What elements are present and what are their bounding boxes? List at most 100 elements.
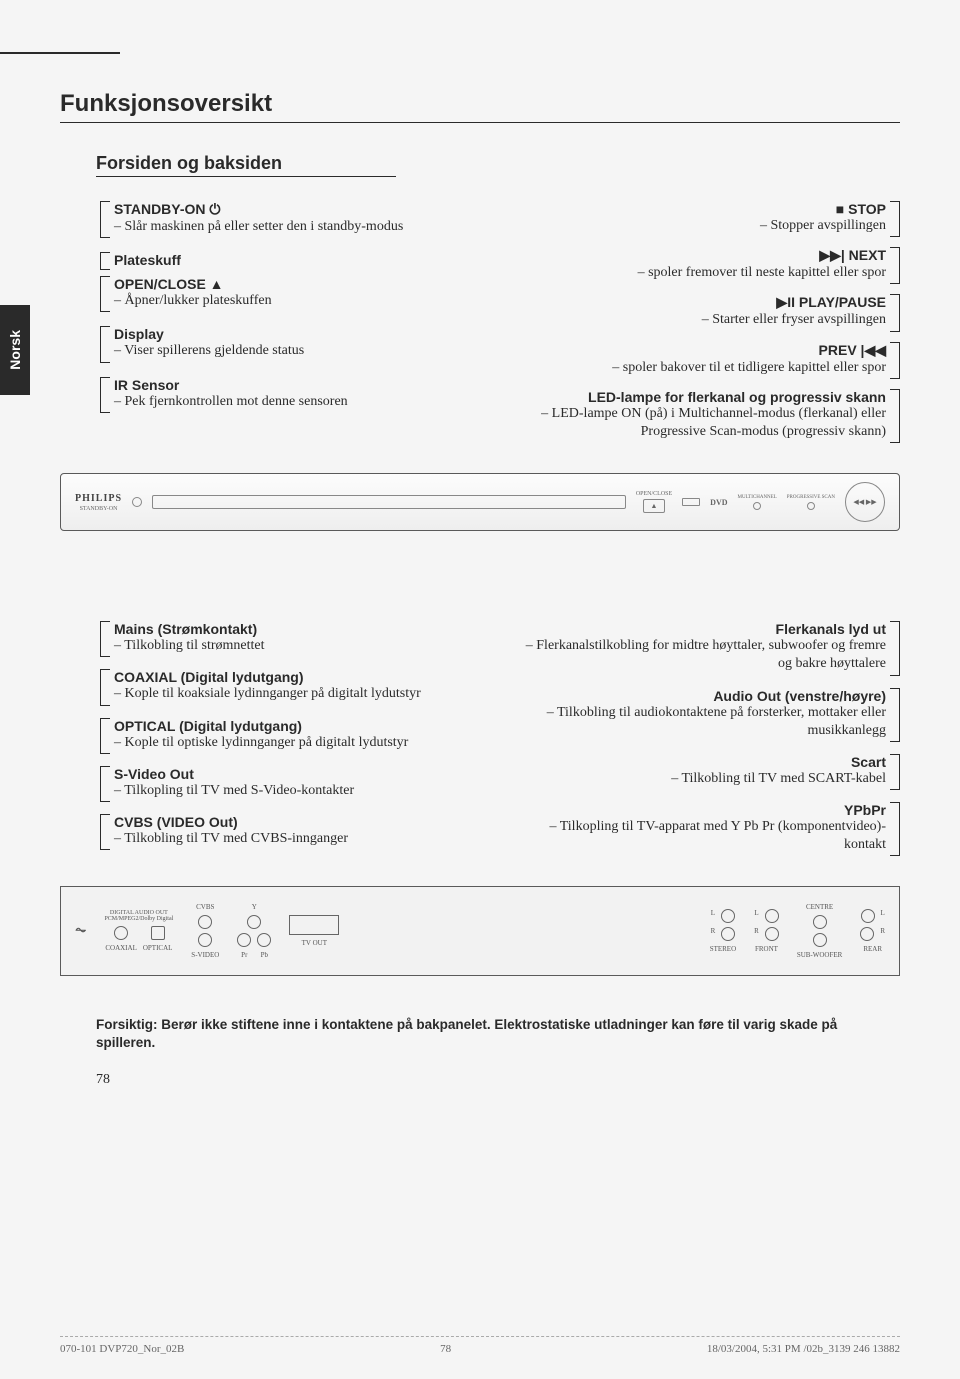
item-title: ▶II PLAY/PAUSE: [520, 294, 886, 311]
item-title: LED-lampe for flerkanal og progressiv sk…: [520, 389, 886, 405]
open-close-label: OPEN/CLOSE: [636, 491, 672, 497]
rear-right-col: Flerkanals lyd ut Flerkanalstilkobling f…: [520, 621, 900, 856]
dvd-label: DVD: [710, 498, 727, 507]
sub-label: SUB-WOOFER: [797, 951, 843, 959]
item-title: Display: [114, 326, 480, 342]
front-label: FRONT: [755, 945, 778, 953]
front-right-item-4: LED-lampe for flerkanal og progressiv sk…: [520, 389, 886, 443]
r-label: R: [711, 927, 716, 941]
front-left-item-0: STANDBY-ON ⏻ Slår maskinen på eller sett…: [114, 201, 480, 238]
item-desc: Pek fjernkontrollen mot denne sensoren: [114, 393, 480, 411]
rear-panel-columns: Mains (Strømkontakt) Tilkobling til strø…: [60, 621, 900, 856]
rear-speaker-label: REAR: [863, 945, 882, 953]
front-panel-columns: STANDBY-ON ⏻ Slår maskinen på eller sett…: [60, 201, 900, 443]
pr-label: Pr: [241, 951, 247, 959]
front-right-item-1: ▶▶| NEXT spoler fremover til neste kapit…: [520, 247, 886, 284]
coaxial-label: COAXIAL: [105, 944, 137, 952]
item-desc: Starter eller fryser avspillingen: [520, 311, 886, 329]
optical-label: OPTICAL: [143, 944, 173, 952]
item-title: PREV |◀◀: [520, 342, 886, 359]
rear-device-diagram: ⏦ DIGITAL AUDIO OUT PCM/MPEG2/Dolby Digi…: [60, 886, 900, 976]
tvout-label: TV OUT: [302, 939, 327, 947]
rear-left-item-0: Mains (Strømkontakt) Tilkobling til strø…: [114, 621, 480, 657]
front-left-item-1: Plateskuff: [114, 252, 480, 270]
rear-left-col: Mains (Strømkontakt) Tilkobling til strø…: [100, 621, 480, 856]
item-desc: Kople til optiske lydinnganger på digita…: [114, 734, 480, 752]
item-title: OPEN/CLOSE ▲: [114, 276, 480, 292]
title-rule: [60, 122, 900, 123]
open-close-button: ▲: [643, 499, 665, 513]
item-desc: Slår maskinen på eller setter den i stan…: [114, 218, 480, 236]
item-title: YPbPr: [520, 802, 886, 818]
front-left-item-4: IR Sensor Pek fjernkontrollen mot denne …: [114, 377, 480, 413]
item-desc: Tilkopling til TV-apparat med Y Pb Pr (k…: [520, 818, 886, 854]
footer-left: 070-101 DVP720_Nor_02B: [60, 1343, 184, 1355]
page-title: Funksjonsoversikt: [60, 90, 900, 118]
svideo-label: S-VIDEO: [191, 951, 219, 959]
footer-mid: 78: [440, 1343, 451, 1355]
front-right-item-2: ▶II PLAY/PAUSE Starter eller fryser avsp…: [520, 294, 886, 331]
cvbs-label: CVBS: [196, 903, 214, 911]
item-title: Plateskuff: [114, 252, 480, 268]
jog-wheel: ◀◀ ▶▶: [845, 482, 885, 522]
caution-text: Forsiktig: Berør ikke stiftene inne i ko…: [96, 1016, 864, 1051]
front-right-item-3: PREV |◀◀ spoler bakover til et tidligere…: [520, 342, 886, 379]
front-device-diagram: PHILIPS STANDBY-ON OPEN/CLOSE ▲ DVD MULT…: [60, 473, 900, 531]
front-left-item-3: Display Viser spillerens gjeldende statu…: [114, 326, 480, 362]
item-title: Audio Out (venstre/høyre): [520, 688, 886, 704]
item-title: ■ STOP: [520, 201, 886, 217]
page-number: 78: [96, 1072, 900, 1088]
item-title: Flerkanals lyd ut: [520, 621, 886, 637]
y-label: Y: [252, 903, 257, 911]
rear-left-item-3: S-Video Out Tilkopling til TV med S-Vide…: [114, 766, 480, 802]
front-left-item-2: OPEN/CLOSE ▲ Åpner/lukker plateskuffen: [114, 276, 480, 312]
item-title: COAXIAL (Digital lydutgang): [114, 669, 480, 685]
item-title: ▶▶| NEXT: [520, 247, 886, 264]
item-desc: Viser spillerens gjeldende status: [114, 342, 480, 360]
l-label: L: [711, 909, 715, 923]
rear-right-item-1: Audio Out (venstre/høyre) Tilkobling til…: [520, 688, 886, 742]
item-desc: Tilkobling til TV med SCART-kabel: [520, 770, 886, 788]
pb-label: Pb: [261, 951, 268, 959]
footer: 070-101 DVP720_Nor_02B 78 18/03/2004, 5:…: [60, 1336, 900, 1355]
front-right-item-0: ■ STOP Stopper avspillingen: [520, 201, 886, 237]
front-right-col: ■ STOP Stopper avspillingen ▶▶| NEXT spo…: [520, 201, 900, 443]
subtitle-rule: [96, 176, 396, 177]
multichannel-label: MULTICHANNEL: [738, 495, 777, 500]
item-title: Mains (Strømkontakt): [114, 621, 480, 637]
display-panel: [682, 498, 700, 506]
rear-right-item-3: YPbPr Tilkopling til TV-apparat med Y Pb…: [520, 802, 886, 856]
progscan-label: PROGRESSIVE SCAN: [787, 495, 835, 500]
footer-right: 18/03/2004, 5:31 PM /02b_3139 246 13882: [707, 1343, 900, 1355]
standby-label: STANDBY-ON: [80, 506, 118, 512]
centre-label: CENTRE: [806, 903, 833, 911]
rear-right-item-2: Scart Tilkobling til TV med SCART-kabel: [520, 754, 886, 790]
item-desc: Stopper avspillingen: [520, 217, 886, 235]
pcm-label: PCM/MPEG2/Dolby Digital: [104, 916, 173, 922]
item-desc: Kople til koaksiale lydinnganger på digi…: [114, 685, 480, 703]
item-desc: Åpner/lukker plateskuffen: [114, 292, 480, 310]
rear-right-item-0: Flerkanals lyd ut Flerkanalstilkobling f…: [520, 621, 886, 675]
item-title: S-Video Out: [114, 766, 480, 782]
rear-left-item-2: OPTICAL (Digital lydutgang) Kople til op…: [114, 718, 480, 754]
stereo-label: STEREO: [710, 945, 736, 953]
item-desc: Tilkobling til TV med CVBS-innganger: [114, 830, 480, 848]
scart-connector: [289, 915, 339, 935]
item-desc: Flerkanalstilkobling for midtre høyttale…: [520, 637, 886, 673]
item-title: OPTICAL (Digital lydutgang): [114, 718, 480, 734]
item-desc: Tilkobling til audiokontaktene på forste…: [520, 704, 886, 740]
section-subtitle: Forsiden og baksiden: [96, 153, 900, 174]
rear-left-item-4: CVBS (VIDEO Out) Tilkobling til TV med C…: [114, 814, 480, 850]
top-rule: [0, 52, 120, 54]
rear-left-item-1: COAXIAL (Digital lydutgang) Kople til ko…: [114, 669, 480, 705]
item-title: Scart: [520, 754, 886, 770]
disc-tray: [152, 495, 626, 509]
item-desc: Tilkopling til TV med S-Video-kontakter: [114, 782, 480, 800]
item-desc: Tilkobling til strømnettet: [114, 637, 480, 655]
item-title: CVBS (VIDEO Out): [114, 814, 480, 830]
item-desc: spoler fremover til neste kapittel eller…: [520, 264, 886, 282]
item-title: STANDBY-ON ⏻: [114, 201, 480, 218]
front-left-col: STANDBY-ON ⏻ Slår maskinen på eller sett…: [100, 201, 480, 443]
item-desc: spoler bakover til et tidligere kapittel…: [520, 359, 886, 377]
item-desc: LED-lampe ON (på) i Multichannel-modus (…: [520, 405, 886, 441]
